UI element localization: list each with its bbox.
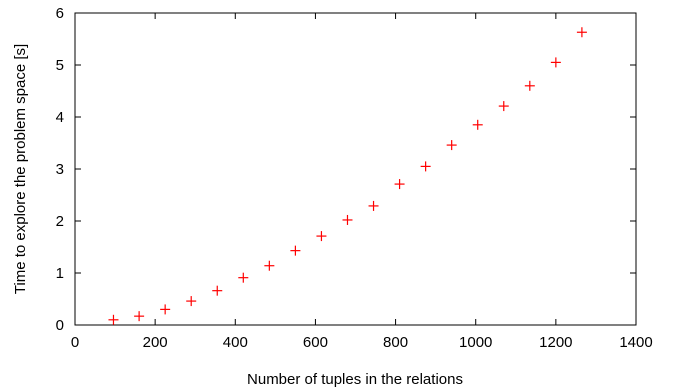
data-point (550, 57, 561, 68)
y-tick-label: 2 (56, 213, 64, 230)
x-tick-label: 800 (383, 334, 408, 351)
data-point (108, 314, 119, 325)
data-point (446, 140, 457, 151)
y-axis-ticks: 0 1 2 3 4 5 6 (56, 5, 636, 334)
x-axis-ticks: 0 200 400 600 800 1000 1200 1400 (71, 13, 653, 351)
data-point (472, 119, 483, 130)
x-tick-label: 1400 (619, 334, 652, 351)
data-point (498, 101, 509, 112)
x-tick-label: 1200 (539, 334, 572, 351)
data-point (290, 245, 301, 256)
data-points (108, 27, 587, 325)
plot-area-frame (74, 12, 637, 326)
x-tick-label: 400 (223, 334, 248, 351)
x-tick-label: 1000 (459, 334, 492, 351)
data-point (342, 214, 353, 225)
x-tick-label: 0 (71, 334, 79, 351)
data-point (316, 231, 327, 242)
data-point (368, 200, 379, 211)
x-tick-label: 600 (303, 334, 328, 351)
data-point (420, 161, 431, 172)
y-tick-label: 4 (56, 109, 64, 126)
x-axis-label: Number of tuples in the relations (247, 371, 463, 388)
data-point (394, 179, 405, 190)
data-point (524, 80, 535, 91)
y-tick-label: 6 (56, 5, 64, 22)
data-point (576, 27, 587, 38)
data-point (238, 272, 249, 283)
data-point (264, 260, 275, 271)
x-tick-label: 200 (143, 334, 168, 351)
y-tick-label: 0 (56, 317, 64, 334)
data-point (212, 285, 223, 296)
data-point (160, 304, 171, 315)
data-point (134, 311, 145, 322)
y-tick-label: 5 (56, 57, 64, 74)
data-point (186, 296, 197, 307)
y-axis-label: Time to explore the problem space [s] (12, 44, 29, 294)
y-tick-label: 3 (56, 161, 64, 178)
y-tick-label: 1 (56, 265, 64, 282)
